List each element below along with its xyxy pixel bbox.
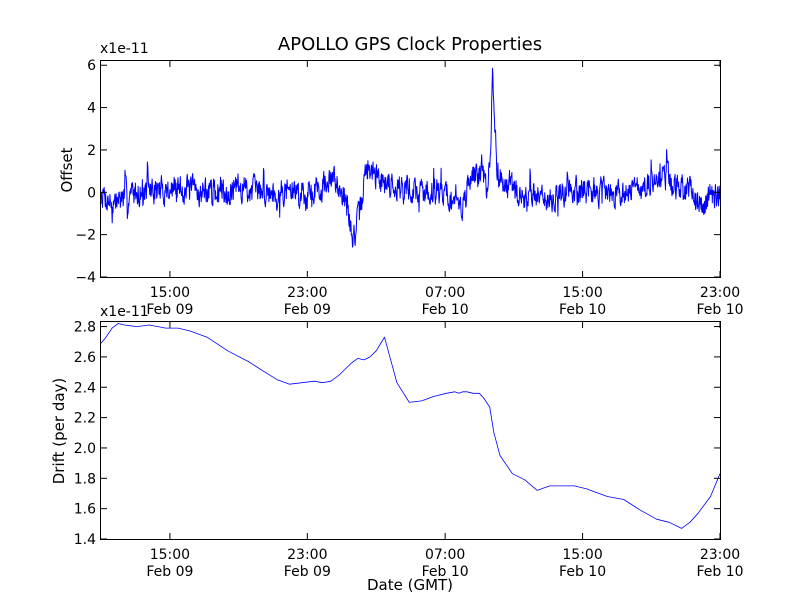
drift-x-axis-label: Date (GMT) [367, 576, 453, 594]
drift-x-tick-time-label: 23:00 [700, 547, 740, 563]
drift-plot-area [101, 323, 720, 529]
drift-x-tick-time-label: 15:00 [562, 547, 602, 563]
drift-y-tick-label: 2.0 [74, 441, 96, 457]
drift-y-tick-label: 1.6 [74, 502, 96, 518]
drift-x-tick-time-label: 15:00 [150, 547, 190, 563]
offset-y-tick-label: 2 [87, 143, 96, 159]
drift-y-tick-label: 2.2 [74, 411, 96, 427]
offset-y-tick-label: 4 [87, 101, 96, 117]
chart-title: APOLLO GPS Clock Properties [278, 34, 542, 55]
offset-x-tick-time-label: 15:00 [150, 285, 190, 301]
drift-x-tick-date-label: Feb 09 [284, 564, 331, 580]
drift-x-tick-date-label: Feb 10 [422, 564, 469, 580]
offset-y-tick-label: −4 [75, 270, 96, 286]
drift-panel: x1e-11 Drift (per day) Date (GMT) 1.4 1.6… [50, 304, 744, 594]
offset-x-tick-time-label: 23:00 [700, 285, 740, 301]
offset-y-tick-label: 0 [87, 185, 96, 201]
offset-x-tick-time-label: 07:00 [425, 285, 465, 301]
offset-axes-frame [100, 60, 721, 278]
offset-y-axis-label: Offset [58, 147, 76, 192]
offset-x-tick-time-label: 15:00 [562, 285, 602, 301]
drift-series-line [101, 323, 720, 529]
drift-x-tick-time-label: 23:00 [287, 547, 327, 563]
drift-y-tick-label: 1.4 [74, 532, 96, 548]
offset-multiplier-label: x1e-11 [100, 41, 149, 57]
offset-y-ticks: −4 −2 0 2 4 6 [75, 58, 720, 286]
offset-y-tick-label: 6 [87, 58, 96, 74]
drift-y-tick-label: 2.4 [74, 380, 96, 396]
offset-y-tick-label: −2 [75, 228, 96, 244]
offset-x-tick-date-label: Feb 10 [696, 302, 743, 318]
drift-y-ticks: 1.4 1.6 1.8 2.0 2.2 2.4 2.6 2.8 [74, 320, 720, 548]
drift-x-tick-date-label: Feb 09 [146, 564, 193, 580]
drift-y-tick-label: 2.8 [74, 320, 96, 336]
offset-x-tick-date-label: Feb 10 [559, 302, 606, 318]
drift-y-tick-label: 2.6 [74, 350, 96, 366]
drift-multiplier-label: x1e-11 [100, 304, 149, 320]
drift-x-tick-date-label: Feb 10 [696, 564, 743, 580]
offset-x-tick-date-label: Feb 09 [146, 302, 193, 318]
drift-y-axis-label: Drift (per day) [50, 378, 68, 485]
offset-x-tick-time-label: 23:00 [287, 285, 327, 301]
drift-axes-frame [100, 321, 721, 540]
drift-y-tick-label: 1.8 [74, 471, 96, 487]
offset-series-line [101, 67, 720, 248]
offset-panel: APOLLO GPS Clock Properties x1e-11 Offse… [58, 34, 744, 318]
drift-x-tick-time-label: 07:00 [425, 547, 465, 563]
offset-plot-area [101, 67, 720, 248]
offset-x-tick-date-label: Feb 09 [284, 302, 331, 318]
drift-x-tick-date-label: Feb 10 [559, 564, 606, 580]
offset-x-tick-date-label: Feb 10 [422, 302, 469, 318]
